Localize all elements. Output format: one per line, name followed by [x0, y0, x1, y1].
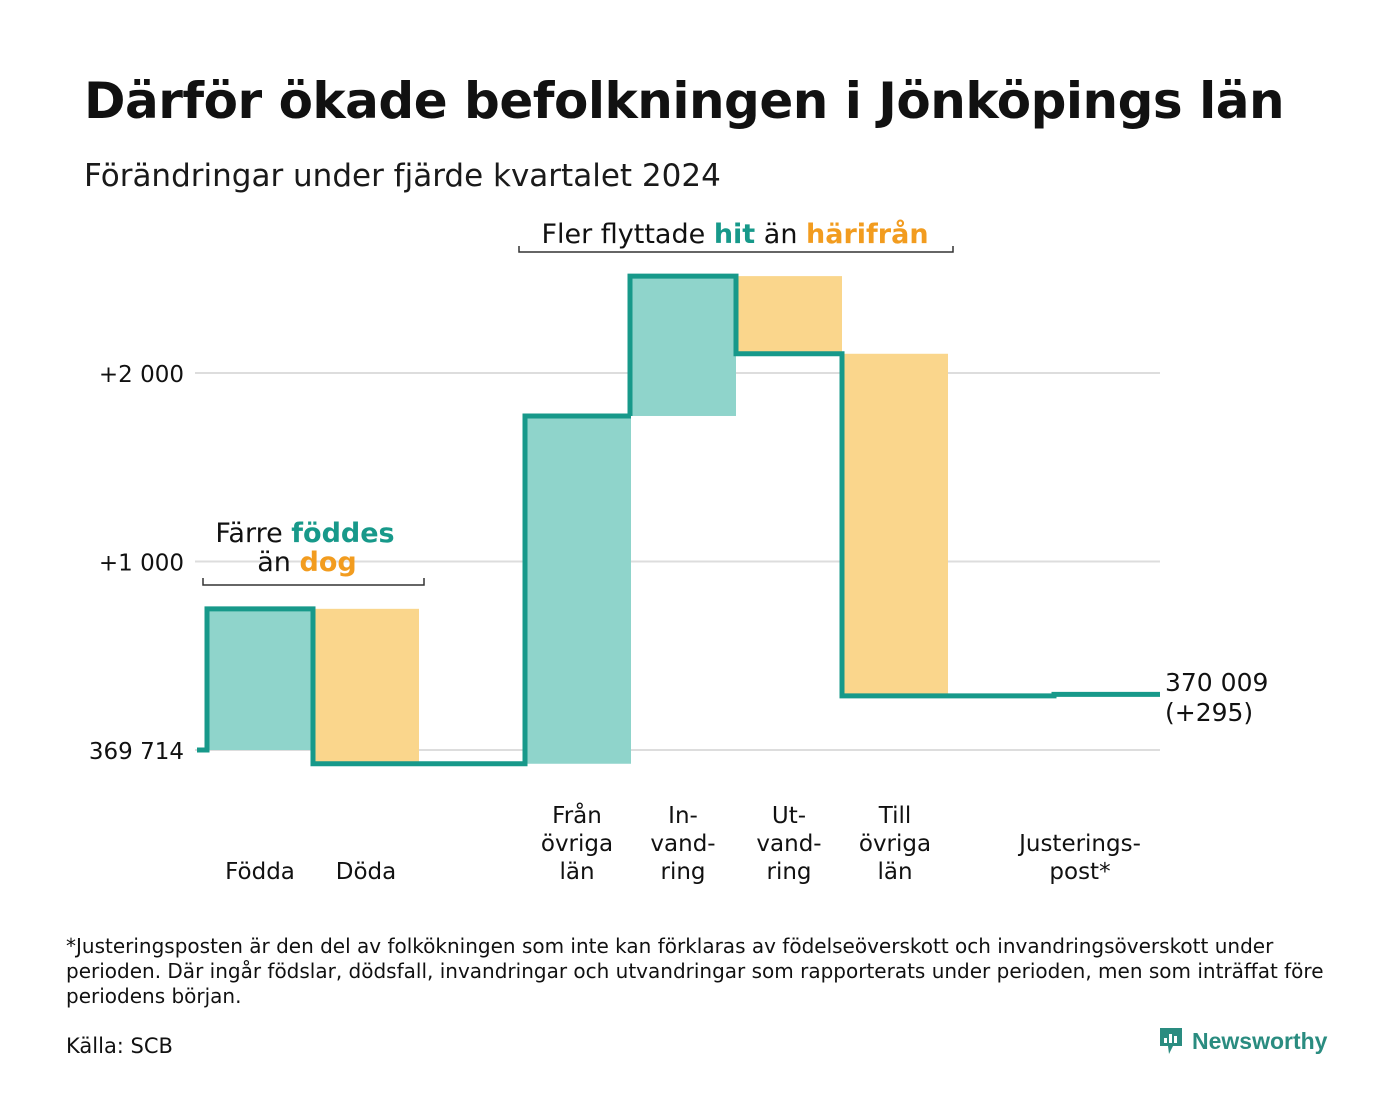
category-label: Ut- [772, 803, 806, 829]
category-label: post* [1049, 859, 1110, 885]
waterfall-bar [207, 608, 313, 750]
category-label: övriga [859, 831, 931, 857]
y-tick-label: +1 000 [99, 551, 184, 577]
category-label: In- [668, 803, 698, 829]
category-label: ring [660, 859, 705, 885]
category-label: ring [766, 859, 811, 885]
annotation-part: än [257, 547, 299, 578]
y-tick-label: +2 000 [99, 362, 184, 388]
annotation-part: än [755, 219, 806, 250]
waterfall-bar [736, 276, 842, 354]
annotation-part: föddes [291, 518, 394, 549]
cumulative-step-line [197, 273, 1160, 767]
category-label: län [877, 859, 912, 885]
chart-title: Därför ökade befolkningen i Jönköpings l… [84, 72, 1285, 130]
category-label: Till [878, 803, 912, 829]
waterfall-bar [630, 276, 736, 416]
waterfall-bar [313, 608, 419, 764]
category-label: Döda [336, 859, 396, 885]
category-label: vand- [756, 831, 821, 857]
annotation-part: Fler flyttade [541, 219, 713, 250]
annotation-part: härifrån [806, 218, 929, 250]
category-label: Födda [225, 859, 295, 885]
footnote: *Justeringsposten är den del av folkökni… [66, 934, 1324, 1008]
category-label: vand- [650, 831, 715, 857]
annotation-bracket [202, 578, 425, 586]
end-value-label: 370 009 [1165, 668, 1268, 697]
source-label: Källa: SCB [66, 1034, 173, 1058]
category-label: Justerings- [1017, 831, 1141, 857]
annotation-part: hit [714, 219, 755, 250]
chart-subtitle: Förändringar under fjärde kvartalet 2024 [84, 158, 721, 194]
brand-name: Newsworthy [1192, 1027, 1328, 1054]
end-change-label: (+295) [1165, 698, 1253, 727]
annotation-part: dog [300, 547, 357, 578]
category-label: län [559, 859, 594, 885]
annotation-part: Färre [215, 518, 291, 549]
category-label: övriga [541, 831, 613, 857]
newsworthy-logo-icon [1160, 1028, 1182, 1054]
category-label: Från [552, 801, 602, 829]
annotation-bracket [518, 246, 954, 253]
waterfall-bar [842, 353, 948, 696]
annotation-migration: Fler flyttade hit än härifrån [541, 218, 928, 250]
y-tick-label: 369 714 [89, 739, 184, 765]
annotation-births-deaths: Färre föddes [215, 518, 394, 549]
brand-logo: Newsworthy [1158, 1026, 1327, 1056]
waterfall-bar [525, 415, 631, 764]
annotation-births-deaths: än dog [257, 547, 356, 578]
